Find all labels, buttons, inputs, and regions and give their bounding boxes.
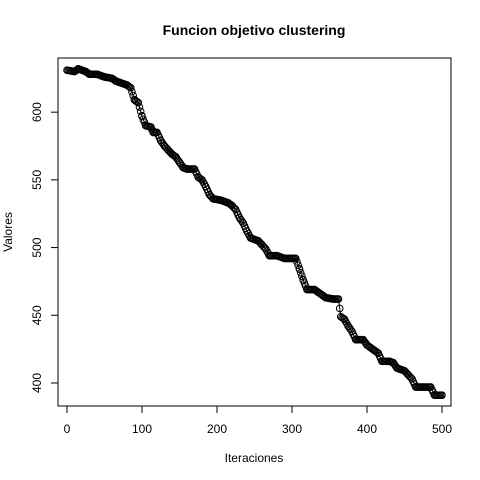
data-point: [293, 258, 301, 266]
x-tick-label: 100: [132, 422, 152, 436]
x-axis: 0 100 200 300 400 500: [64, 405, 452, 436]
data-point: [406, 373, 415, 382]
data-point: [298, 272, 306, 280]
x-tick-label: 500: [432, 422, 452, 436]
data-point: [295, 265, 304, 274]
data-point: [294, 261, 302, 270]
data-point: [291, 254, 300, 263]
data-point: [334, 295, 343, 303]
data-point: [170, 152, 179, 160]
data-point: [438, 391, 446, 399]
y-tick-label: 400: [30, 373, 44, 393]
data-point: [136, 107, 145, 116]
x-tick-label: 300: [282, 422, 302, 436]
y-tick-label: 500: [30, 237, 44, 257]
data-point: [346, 325, 355, 334]
y-tick-label: 550: [30, 170, 44, 190]
data-point: [335, 304, 344, 313]
data-point: [126, 83, 135, 92]
y-axis-label: Valores: [1, 212, 15, 252]
data-point: [238, 217, 246, 226]
data-point: [296, 268, 305, 277]
y-tick-label: 600: [30, 102, 44, 122]
data-point: [135, 103, 144, 111]
x-tick-label: 200: [207, 422, 227, 436]
x-tick-label: 400: [357, 422, 377, 436]
y-axis: 400 450 500 550 600: [30, 102, 59, 393]
data-point: [230, 204, 239, 212]
data-points: [63, 65, 446, 399]
x-axis-label: Iteraciones: [225, 451, 284, 465]
y-tick-label: 450: [30, 305, 44, 325]
chart-title: Funcion objetivo clustering: [163, 22, 346, 38]
data-point: [134, 98, 143, 107]
x-tick-label: 0: [64, 422, 71, 436]
data-point: [128, 87, 136, 96]
